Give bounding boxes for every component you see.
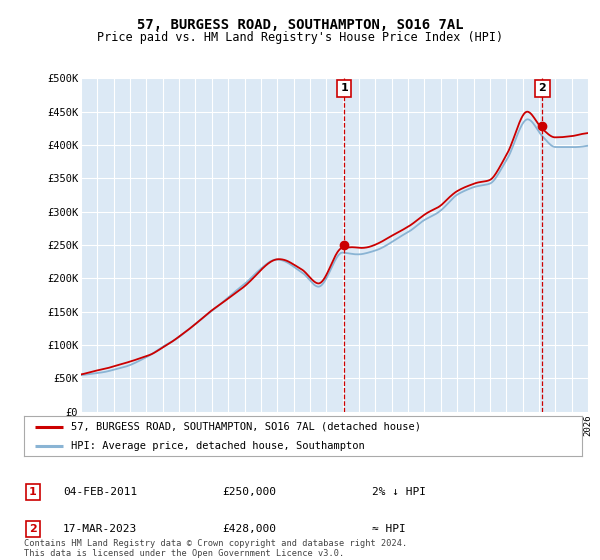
- Text: Contains HM Land Registry data © Crown copyright and database right 2024.
This d: Contains HM Land Registry data © Crown c…: [24, 539, 407, 558]
- Text: £428,000: £428,000: [222, 524, 276, 534]
- Text: 1: 1: [29, 487, 37, 497]
- Text: 04-FEB-2011: 04-FEB-2011: [63, 487, 137, 497]
- Text: 57, BURGESS ROAD, SOUTHAMPTON, SO16 7AL (detached house): 57, BURGESS ROAD, SOUTHAMPTON, SO16 7AL …: [71, 422, 421, 432]
- Text: HPI: Average price, detached house, Southampton: HPI: Average price, detached house, Sout…: [71, 441, 365, 451]
- Text: 1: 1: [340, 83, 348, 94]
- Text: 2% ↓ HPI: 2% ↓ HPI: [372, 487, 426, 497]
- Text: Price paid vs. HM Land Registry's House Price Index (HPI): Price paid vs. HM Land Registry's House …: [97, 31, 503, 44]
- Text: 17-MAR-2023: 17-MAR-2023: [63, 524, 137, 534]
- Text: ≈ HPI: ≈ HPI: [372, 524, 406, 534]
- Text: 57, BURGESS ROAD, SOUTHAMPTON, SO16 7AL: 57, BURGESS ROAD, SOUTHAMPTON, SO16 7AL: [137, 18, 463, 32]
- Text: 2: 2: [538, 83, 546, 94]
- Text: £250,000: £250,000: [222, 487, 276, 497]
- Text: 2: 2: [29, 524, 37, 534]
